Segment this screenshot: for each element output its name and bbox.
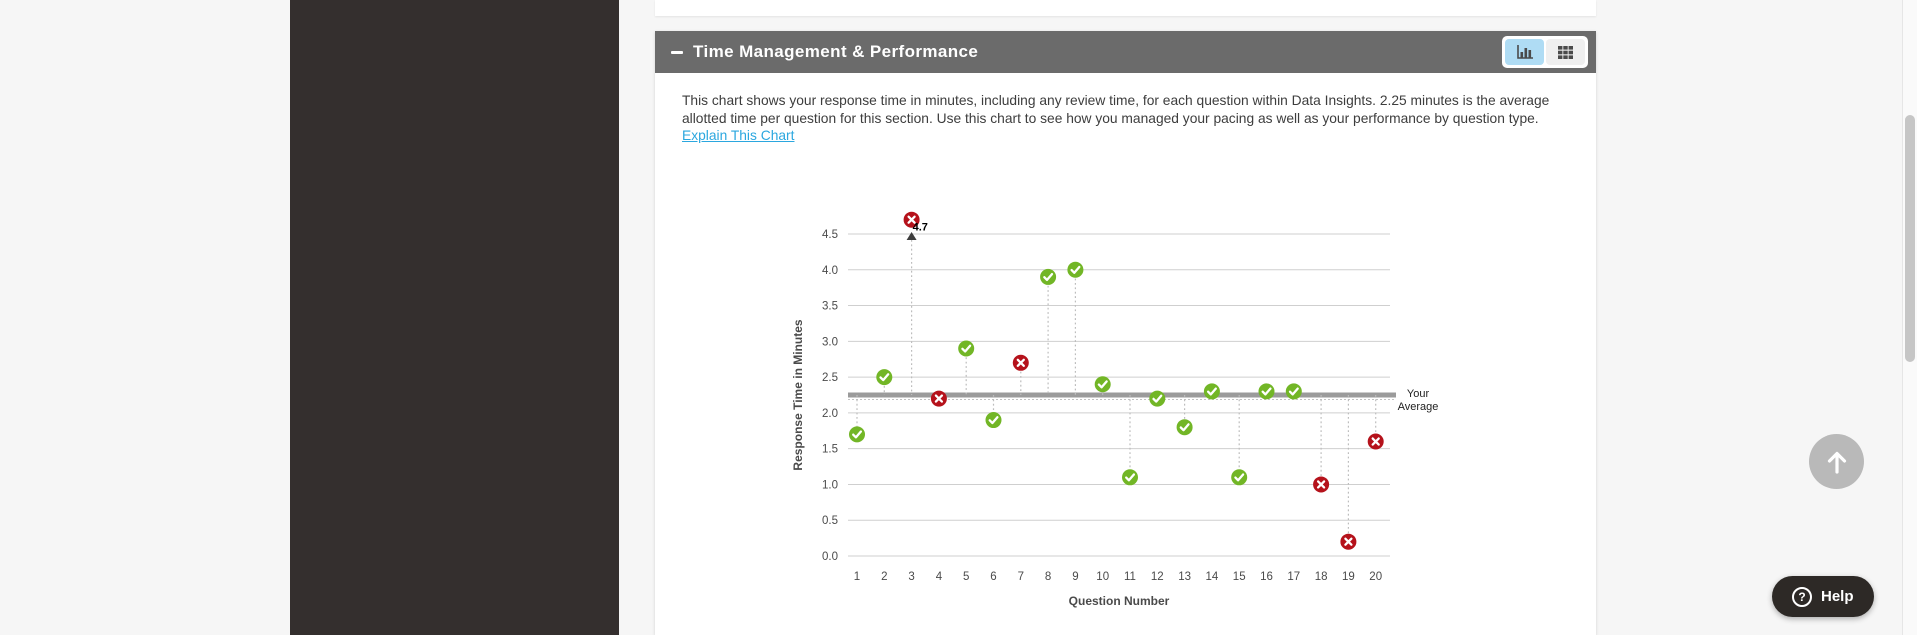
data-point-q19-incorrect[interactable]	[1340, 533, 1357, 550]
y-tick-label: 1.5	[822, 444, 838, 456]
response-time-chart: 0.0 0.5 1.0 1.5 2.0 2.5 3.0 3.5 4.0 4.5 Your Averag…	[791, 211, 1439, 608]
x-tick-label: 18	[1315, 571, 1328, 583]
view-toggle-group	[1502, 36, 1588, 68]
x-tick-label: 17	[1287, 571, 1300, 583]
x-tick-label: 11	[1124, 571, 1136, 583]
y-tick-label: 1.0	[822, 479, 838, 491]
y-axis-title: Response Time in Minutes	[791, 319, 805, 470]
x-icon	[934, 394, 944, 403]
data-point-q20-incorrect[interactable]	[1367, 433, 1384, 450]
data-point-q7-incorrect[interactable]	[1012, 354, 1029, 371]
bar-chart-icon	[1516, 44, 1534, 60]
check-icon	[1097, 380, 1108, 389]
check-icon	[961, 344, 972, 353]
scroll-to-top-button[interactable]	[1809, 434, 1864, 489]
sidebar-panel	[290, 0, 619, 635]
x-tick-label: 9	[1072, 571, 1078, 583]
average-label: Your Average	[1398, 388, 1439, 413]
x-tick-label: 1	[854, 571, 860, 583]
data-point-q11-correct[interactable]	[1122, 469, 1138, 486]
x-tick-label: 7	[1018, 571, 1024, 583]
check-icon	[1288, 387, 1299, 396]
section-title: Time Management & Performance	[693, 42, 979, 61]
time-management-section: Time Management & Performance	[655, 31, 1596, 635]
x-tick-label: 8	[1045, 571, 1051, 583]
check-icon	[1070, 265, 1081, 274]
check-icon	[1261, 387, 1272, 396]
table-icon	[1557, 45, 1574, 60]
check-icon	[1206, 387, 1217, 396]
data-point-q8-correct[interactable]	[1040, 268, 1057, 285]
x-icon	[1371, 437, 1380, 446]
x-tick-label: 16	[1260, 571, 1273, 583]
y-tick-label: 4.0	[822, 265, 838, 277]
data-point-q4-incorrect[interactable]	[930, 390, 947, 407]
offscale-arrow-icon	[906, 232, 917, 240]
check-icon	[1043, 272, 1054, 282]
x-tick-label: 15	[1233, 571, 1246, 583]
y-tick-label: 4.5	[822, 229, 838, 241]
data-point-q17-correct[interactable]	[1285, 383, 1302, 400]
y-tick-label: 3.5	[822, 301, 838, 313]
y-tick-label: 3.0	[822, 336, 838, 348]
data-point-q18-incorrect[interactable]	[1313, 476, 1330, 493]
data-point-q12-correct[interactable]	[1149, 390, 1166, 407]
question-mark-icon: ?	[1792, 586, 1812, 607]
x-icon	[907, 215, 916, 224]
y-tick-label: 0.0	[822, 551, 838, 563]
check-icon	[1179, 423, 1190, 432]
x-tick-label: 14	[1206, 571, 1219, 583]
check-icon	[879, 373, 890, 382]
section-header[interactable]: Time Management & Performance	[655, 31, 1596, 73]
scrollbar-thumb[interactable]	[1905, 115, 1915, 362]
help-button-label: Help	[1821, 588, 1854, 605]
table-view-button[interactable]	[1546, 39, 1585, 65]
x-tick-label: 13	[1178, 571, 1191, 583]
x-icon	[1316, 480, 1326, 489]
section-body: This chart shows your response time in m…	[655, 73, 1596, 145]
data-point-q15-correct[interactable]	[1231, 469, 1248, 486]
x-tick-label: 10	[1096, 571, 1109, 583]
explain-chart-link[interactable]: Explain This Chart	[682, 128, 795, 144]
x-tick-label: 5	[963, 571, 969, 583]
data-point-q16-correct[interactable]	[1258, 383, 1275, 400]
help-button[interactable]: ? Help	[1772, 576, 1874, 617]
data-point-q2-correct[interactable]	[876, 369, 893, 386]
y-tick-label: 0.5	[822, 515, 838, 527]
arrow-up-icon	[1822, 447, 1852, 477]
data-point-q6-correct[interactable]	[985, 412, 1002, 429]
section-description: This chart shows your response time in m…	[682, 92, 1566, 145]
x-tick-label: 12	[1151, 571, 1164, 583]
data-point-q10-correct[interactable]	[1094, 376, 1111, 393]
data-point-q3-incorrect[interactable]	[903, 211, 920, 228]
x-axis-title: Question Number	[1069, 594, 1170, 608]
data-point-q9-correct[interactable]	[1067, 261, 1084, 278]
x-icon	[1016, 358, 1025, 367]
x-tick-label: 19	[1342, 571, 1355, 583]
check-icon	[1234, 473, 1245, 482]
data-point-q1-correct[interactable]	[849, 426, 865, 443]
y-tick-label: 2.0	[822, 408, 838, 420]
description-text: This chart shows your response time in m…	[682, 93, 1550, 126]
check-icon	[1125, 473, 1136, 482]
y-tick-label: 2.5	[822, 372, 838, 384]
check-icon	[1152, 394, 1163, 403]
x-tick-label: 20	[1369, 571, 1382, 583]
data-point-q13-correct[interactable]	[1176, 419, 1193, 436]
point-value-label: 4.7	[913, 222, 928, 234]
x-tick-label: 2	[881, 571, 887, 583]
data-point-q14-correct[interactable]	[1203, 383, 1220, 400]
x-tick-label: 6	[990, 571, 996, 583]
x-tick-label: 4	[936, 571, 943, 583]
check-icon	[852, 430, 863, 439]
previous-section-card	[655, 0, 1596, 16]
x-tick-label: 3	[908, 571, 914, 583]
x-icon	[1344, 537, 1353, 546]
check-icon	[988, 416, 999, 425]
chart-view-button[interactable]	[1505, 39, 1544, 65]
scrollbar-track[interactable]	[1902, 0, 1917, 635]
collapse-icon[interactable]	[671, 50, 683, 54]
data-point-q5-correct[interactable]	[958, 340, 975, 357]
